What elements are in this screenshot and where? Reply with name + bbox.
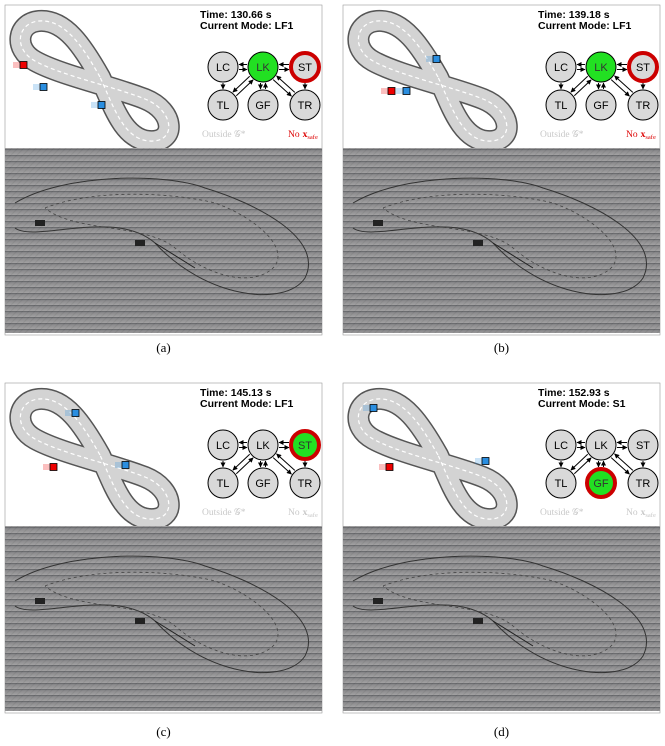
outside-label: Outside 𝒢* [202, 507, 246, 518]
photo-car [373, 598, 383, 604]
mode-node-label: LK [594, 440, 608, 452]
no-safe-subscript: safe [645, 134, 656, 141]
mode-node-label: ST [636, 62, 650, 74]
mode-node-label: LK [256, 440, 270, 452]
photo-car [135, 618, 145, 624]
no-safe-text: No [288, 130, 300, 140]
caption: (c) [156, 724, 170, 739]
no-safe-text: No [626, 508, 638, 518]
figure: Time: 130.66 sCurrent Mode: LF1LCLKSTTLG… [0, 0, 665, 746]
photo-car [373, 220, 383, 226]
mode-node-label: TR [636, 478, 651, 490]
outside-label: Outside 𝒢* [540, 507, 584, 518]
mode-node-label: TL [217, 100, 230, 112]
mode-node-label: TL [217, 478, 230, 490]
car [370, 405, 377, 412]
photo-car [35, 598, 45, 604]
car [122, 462, 129, 469]
no-safe-text: No [626, 130, 638, 140]
mode-node-label: LC [554, 62, 568, 74]
no-safe-subscript: safe [307, 512, 318, 519]
mode-node-label: TL [555, 100, 568, 112]
mode-label: Current Mode: LF1 [200, 398, 293, 410]
mode-node-label: LC [216, 440, 230, 452]
caption: (d) [494, 724, 509, 739]
panel: Time: 130.66 sCurrent Mode: LF1LCLKSTTLG… [5, 5, 322, 355]
photo-car [473, 618, 483, 624]
mode-node-label: LK [594, 62, 608, 74]
no-safe-subscript: safe [645, 512, 656, 519]
mode-node-label: TR [298, 478, 313, 490]
mode-label: Current Mode: LF1 [200, 20, 293, 32]
photo-car [35, 220, 45, 226]
car [403, 88, 410, 95]
mode-node-label: TR [298, 100, 313, 112]
mode-node-label: GF [593, 100, 609, 112]
mode-label: Current Mode: LF1 [538, 20, 631, 32]
photo [343, 526, 660, 711]
mode-node-label: ST [298, 62, 312, 74]
caption: (b) [494, 340, 509, 355]
mode-node-label: ST [298, 440, 312, 452]
photo [343, 148, 660, 333]
car [388, 88, 395, 95]
mode-node-label: GF [255, 100, 271, 112]
caption: (a) [156, 340, 170, 355]
photo [5, 526, 322, 711]
mode-node-label: GF [255, 478, 271, 490]
car [72, 410, 79, 417]
mode-node-label: LK [256, 62, 270, 74]
car [386, 464, 393, 471]
mode-node-label: LC [216, 62, 230, 74]
car [20, 62, 27, 69]
photo-car [473, 240, 483, 246]
mode-node-label: TL [555, 478, 568, 490]
photo [5, 148, 322, 333]
car [482, 458, 489, 465]
mode-node-label: TR [636, 100, 651, 112]
car [40, 84, 47, 91]
photo-car [135, 240, 145, 246]
car [433, 56, 440, 63]
mode-node-label: LC [554, 440, 568, 452]
no-safe-subscript: safe [307, 134, 318, 141]
outside-label: Outside 𝒢* [540, 129, 584, 140]
no-safe-text: No [288, 508, 300, 518]
mode-label: Current Mode: S1 [538, 398, 626, 410]
outside-label: Outside 𝒢* [202, 129, 246, 140]
mode-node-label: GF [593, 478, 609, 490]
car [98, 102, 105, 109]
car [50, 464, 57, 471]
mode-node-label: ST [636, 440, 650, 452]
